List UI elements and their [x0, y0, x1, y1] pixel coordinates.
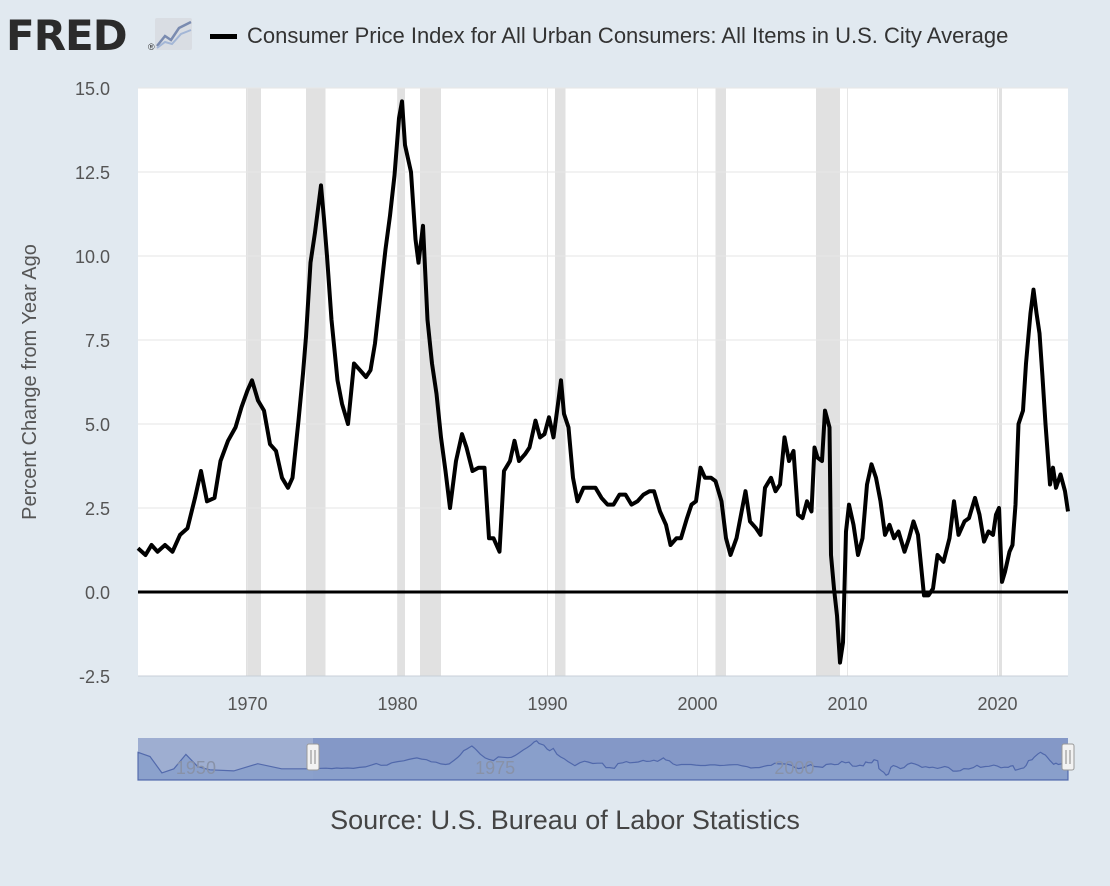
x-tick-label: 1970 — [227, 694, 267, 714]
y-tick-label: 15.0 — [75, 79, 110, 99]
recession-shading — [246, 88, 1002, 676]
recession-band — [420, 88, 441, 676]
navigator-series — [137, 740, 1069, 781]
y-axis-ticks: -2.5 0.0 2.5 5.0 7.5 10.0 12.5 15.0 — [75, 79, 110, 687]
navigator-tick-label: 2000 — [774, 758, 814, 778]
handle-body — [1061, 743, 1075, 771]
recession-band — [816, 88, 840, 676]
y-tick-label: 0.0 — [85, 583, 110, 603]
y-tick-label: 12.5 — [75, 163, 110, 183]
series-line — [136, 99, 1070, 665]
recession-band — [397, 88, 405, 676]
x-tick-label: 1990 — [527, 694, 567, 714]
navigator-tick-label: 1975 — [475, 758, 515, 778]
y-axis-label: Percent Change from Year Ago — [19, 244, 41, 520]
chart-area[interactable]: -2.5 0.0 2.5 5.0 7.5 10.0 12.5 15.0 1970 1980 199… — [0, 0, 1110, 800]
y-tick-label: 7.5 — [85, 331, 110, 351]
y-tick-label: 2.5 — [85, 499, 110, 519]
x-tick-label: 2000 — [677, 694, 717, 714]
chart-header: FRED ® Consumer Price Index for All Urba… — [0, 0, 1110, 72]
legend-swatch — [210, 33, 237, 39]
y-tick-label: -2.5 — [79, 667, 110, 687]
x-axis-ticks: 1970 1980 1990 2000 2010 2020 — [138, 675, 1068, 714]
navigator-handle-left[interactable] — [306, 743, 320, 771]
y-tick-label: 5.0 — [85, 415, 110, 435]
fred-logo[interactable]: FRED — [6, 11, 128, 60]
navigator-tick-label: 1950 — [176, 758, 216, 778]
plot-background — [138, 88, 1068, 676]
recession-band — [306, 88, 326, 676]
chart-legend[interactable]: Consumer Price Index for All Urban Consu… — [210, 20, 1008, 52]
x-tick-label: 1980 — [377, 694, 417, 714]
legend-label: Consumer Price Index for All Urban Consu… — [247, 23, 1009, 48]
fred-logo-registered: ® — [148, 42, 155, 52]
x-tick-label: 2010 — [827, 694, 867, 714]
source-note: Source: U.S. Bureau of Labor Statistics — [330, 805, 800, 835]
handle-body — [306, 743, 320, 771]
line-chart-icon — [155, 18, 192, 50]
navigator[interactable]: 1950 1975 2000 — [137, 738, 1075, 781]
recession-band — [715, 88, 726, 676]
series-layer — [136, 99, 1070, 665]
y-tick-label: 10.0 — [75, 247, 110, 267]
navigator-handle-right[interactable] — [1061, 743, 1075, 771]
x-tick-label: 2020 — [977, 694, 1017, 714]
recession-band — [999, 88, 1002, 676]
